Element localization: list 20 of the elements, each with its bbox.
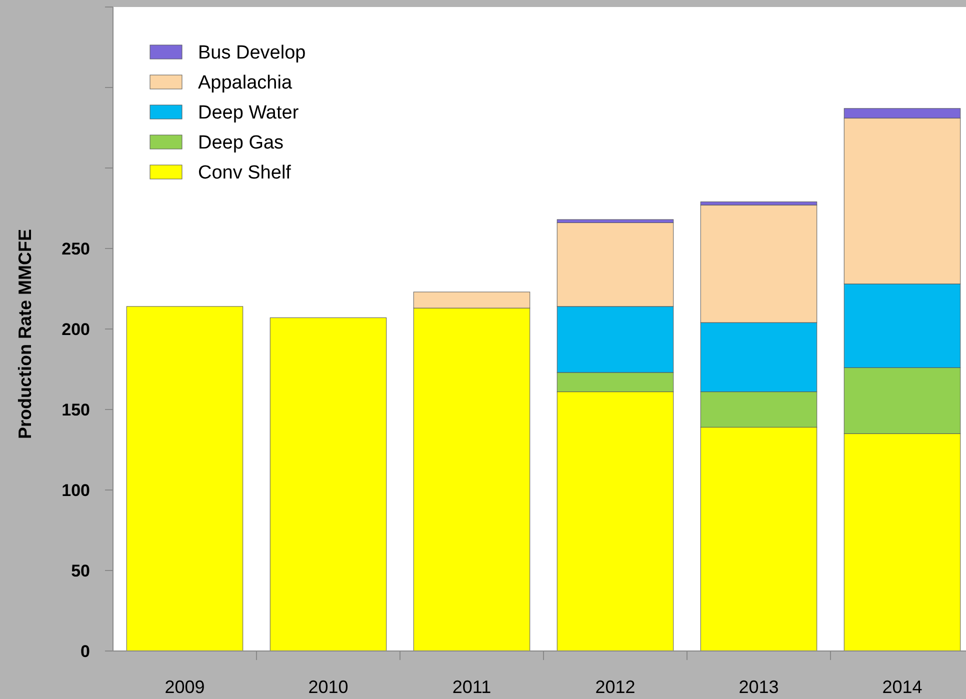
y-tick-label: 0 (80, 642, 90, 661)
y-tick-label: 50 (71, 561, 90, 580)
x-tick-label: 2014 (882, 677, 922, 697)
legend-label: Bus Develop (198, 42, 306, 64)
legend-label: Appalachia (198, 72, 292, 94)
x-tick-label: 2010 (308, 677, 348, 697)
bar (126, 306, 244, 652)
y-tick-label: 150 (62, 400, 90, 420)
legend-label: Conv Shelf (198, 162, 292, 184)
x-tick-label: 2009 (164, 677, 205, 697)
y-tick-label: 100 (62, 480, 90, 500)
legend-label: Deep Water (198, 102, 300, 124)
y-axis-title: Production Rate MMCFE (15, 229, 35, 439)
bar (270, 317, 387, 652)
x-tick-label: 2013 (738, 677, 779, 697)
x-tick-label: 2011 (452, 677, 492, 697)
x-tick-label: 2012 (595, 677, 636, 697)
y-tick-label: 250 (62, 239, 90, 258)
y-tick-label: 200 (62, 320, 90, 339)
legend-label: Deep Gas (198, 132, 284, 154)
